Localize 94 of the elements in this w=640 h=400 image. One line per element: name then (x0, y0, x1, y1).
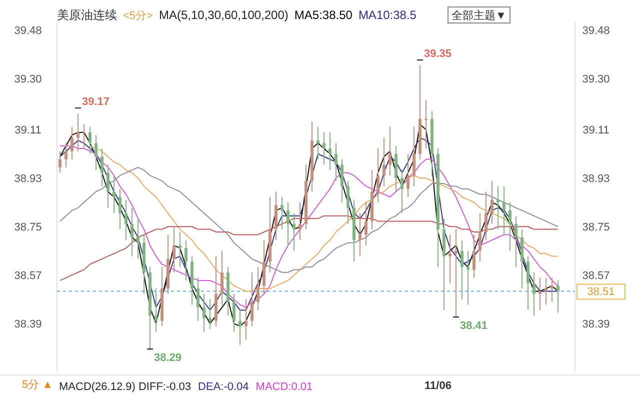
candlestick (118, 188, 122, 230)
candlestick (340, 158, 344, 203)
text: MA5:38.50 (294, 8, 353, 22)
candlestick (172, 226, 176, 273)
y2-tick-label: 38.39 (582, 318, 610, 331)
candlestick (76, 113, 80, 152)
candlestick (88, 126, 92, 154)
candlestick (400, 170, 404, 214)
candlestick (280, 196, 284, 230)
y-tick-label: 39.48 (14, 25, 42, 38)
candlestick (82, 124, 86, 150)
candlestick (556, 280, 560, 314)
candlestick (364, 202, 368, 246)
candlestick (58, 150, 62, 174)
candlestick (448, 234, 452, 284)
candlestick (130, 207, 134, 257)
candlestick (178, 232, 182, 268)
annotation: 全部主题▼ (452, 9, 506, 22)
y2-tick-label: 38.75 (582, 222, 610, 234)
candlestick (478, 212, 482, 262)
line-series (60, 166, 558, 273)
candlestick (244, 298, 248, 340)
candlestick (412, 126, 416, 187)
candlestick (64, 142, 68, 168)
y2-tick-label: 39.11 (582, 124, 610, 137)
candlestick (220, 250, 224, 306)
candlestick (238, 310, 242, 346)
ref-line-label: 38.51 (587, 286, 615, 298)
candlestick (154, 288, 158, 332)
annotation: 38.29 (154, 352, 182, 364)
candlestick (382, 137, 386, 187)
text: DEA:-0.04 (198, 381, 249, 393)
text: 5分 ▲ (22, 379, 54, 391)
candlestick (544, 277, 548, 306)
text: MACD(26.12.9) DIFF:-0.03 (59, 381, 192, 393)
candlestick (112, 174, 116, 214)
candlestick (136, 218, 140, 260)
candlestick (232, 293, 236, 332)
candlestick (250, 272, 254, 327)
text: MA10:38.5 (358, 8, 417, 22)
candlestick (526, 256, 530, 311)
y-tick-label: 38.93 (14, 173, 42, 186)
candlestick (196, 277, 200, 322)
candlestick (316, 126, 320, 160)
candlestick (334, 142, 338, 182)
candlestick (502, 186, 506, 236)
text: MACD:0.01 (256, 381, 313, 393)
candlestick (100, 148, 104, 187)
candlestick (490, 180, 494, 224)
candlestick (496, 186, 500, 230)
candlestick (256, 266, 260, 311)
y2-tick-label: 39.48 (582, 25, 610, 38)
candlestick (388, 126, 392, 176)
candlestick (292, 212, 296, 252)
y2-tick-label: 39.30 (582, 74, 610, 86)
candlestick (70, 126, 74, 160)
candlestick (184, 240, 188, 281)
candlestick (514, 215, 518, 268)
candlestick (484, 191, 488, 241)
candlestick (538, 277, 542, 311)
annotation: 39.35 (424, 48, 452, 60)
candlestick (406, 153, 410, 198)
candlestick (286, 202, 290, 246)
y-tick-label: 38.39 (14, 318, 42, 331)
x-tick-label: 11/06 (424, 380, 452, 392)
y2-tick-label: 38.93 (582, 173, 610, 186)
candlestick (208, 298, 212, 330)
y-tick-label: 39.30 (14, 74, 42, 86)
chart-title: 美原油连续 (57, 8, 117, 22)
candlestick (532, 272, 536, 316)
chart-subtitle: <5分> (123, 10, 153, 22)
candlestick (94, 134, 98, 171)
candlestick (358, 212, 362, 257)
y-tick-label: 38.57 (14, 270, 42, 282)
annotation: 39.17 (82, 96, 110, 108)
candlestick (298, 202, 302, 241)
candlestick (460, 240, 464, 300)
candlestick (106, 164, 110, 208)
candlestick (124, 199, 128, 241)
y-tick-label: 38.75 (14, 222, 42, 234)
annotation: 38.41 (460, 320, 488, 332)
candlestick (508, 202, 512, 252)
candlestick (346, 180, 350, 224)
y2-tick-label: 38.57 (582, 270, 610, 282)
candlestick (466, 250, 470, 306)
candlestick (550, 277, 554, 302)
candlestick (202, 293, 206, 332)
legend-title: MA(5,10,30,60,100,200) (158, 8, 288, 22)
candlestick (376, 148, 380, 203)
candlestick (322, 132, 326, 166)
candlestick (424, 100, 428, 150)
candlestick (472, 234, 476, 278)
y-tick-label: 39.11 (14, 124, 42, 137)
candlestick (328, 132, 332, 171)
